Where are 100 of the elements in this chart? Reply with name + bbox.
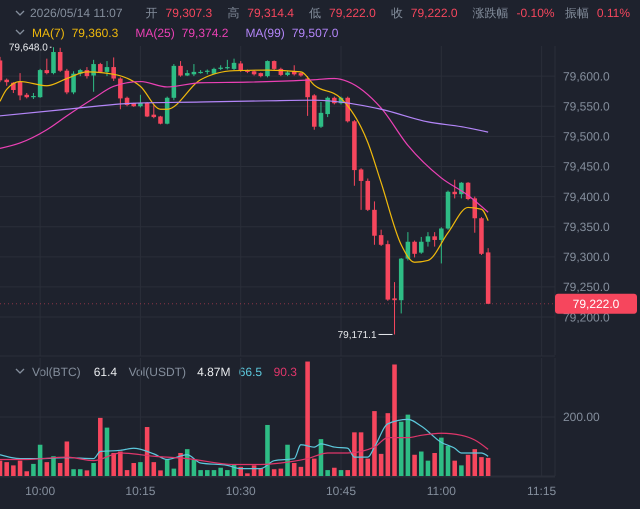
text: -0.10%: [516, 6, 555, 20]
bar: [172, 468, 176, 476]
candlestick: [439, 226, 444, 264]
annotation: 79,171.1: [338, 330, 377, 341]
candlestick: [91, 59, 96, 92]
candlestick: [225, 59, 230, 70]
bar: [285, 444, 290, 476]
bar: [4, 462, 9, 476]
bar: [31, 464, 36, 476]
candlestick: [426, 232, 430, 248]
bar: [91, 463, 96, 476]
bar: [312, 458, 317, 476]
candlestick: [71, 70, 76, 95]
candlestick: [152, 104, 156, 119]
bar: [479, 457, 484, 476]
bar: [446, 446, 450, 476]
text: 低: [309, 6, 322, 20]
bar: [338, 470, 344, 476]
text: 振幅: [564, 6, 589, 20]
y-tick-label: 79,600.0: [563, 69, 610, 84]
bar: [378, 454, 384, 476]
text: 79,374.2: [182, 26, 229, 40]
annotation: 4.87M: [197, 365, 230, 379]
bar: [98, 418, 103, 476]
text: MA(25): [135, 26, 175, 40]
bar: [278, 468, 284, 476]
bar: [418, 452, 424, 476]
candlestick: [358, 168, 364, 210]
candlestick: [466, 182, 470, 201]
bar: [24, 471, 30, 476]
candlestick: [392, 282, 397, 335]
bar: [412, 454, 417, 476]
bar: [111, 452, 116, 476]
bar: [358, 432, 364, 476]
y-tick-label: 79,200.0: [563, 310, 610, 324]
bar: [38, 444, 42, 476]
bar: [265, 424, 270, 476]
x-tick-label: 10:45: [326, 484, 356, 498]
x-tick-label: 10:15: [125, 484, 156, 498]
text: 79,307.3: [166, 6, 213, 20]
text: MA(99): [245, 26, 285, 40]
annotation: Vol(USDT): [128, 365, 186, 379]
bar: [152, 462, 156, 476]
annotation: 79,648.0: [8, 42, 48, 54]
bar: [58, 463, 62, 476]
bar: [432, 452, 437, 476]
text: 开: [146, 6, 158, 20]
bar: [84, 470, 90, 476]
bar: [124, 470, 130, 476]
bar: [131, 463, 136, 476]
bar: [352, 432, 357, 476]
bar: [325, 470, 330, 476]
bar: [366, 458, 370, 476]
text: 79,507.0: [292, 26, 339, 40]
x-tick-label: 10:00: [25, 484, 56, 498]
candlestick: [418, 236, 424, 254]
bar: [18, 460, 22, 476]
bar: [118, 452, 123, 476]
candlestick: [305, 76, 310, 116]
bar: [452, 460, 457, 476]
candlestick: [51, 46, 56, 75]
bar: [466, 454, 470, 476]
text: MA(7): [32, 26, 65, 40]
bar: [332, 468, 337, 476]
bar: [64, 441, 70, 476]
bar: [406, 414, 410, 476]
bar: [305, 362, 310, 476]
bar: [245, 473, 250, 476]
bar: [225, 470, 230, 476]
annotation: 90.3: [274, 365, 298, 379]
bar: [372, 411, 377, 476]
bar: [205, 470, 210, 476]
candlestick: [64, 68, 70, 95]
text: 高: [227, 6, 240, 20]
bar: [78, 469, 83, 476]
bar: [144, 427, 150, 476]
candlestick: [44, 58, 50, 75]
candlestick: [104, 60, 110, 77]
bar: [104, 428, 110, 476]
bar: [386, 413, 390, 476]
y-tick-label: 79,500.0: [563, 130, 610, 144]
annotation: 61.4: [94, 365, 118, 379]
ref-line-label: 79,222.0: [572, 297, 620, 311]
text: 79,314.4: [247, 6, 294, 20]
text: 79,222.0: [329, 6, 376, 20]
bar: [459, 465, 464, 476]
text: 收: [390, 6, 403, 20]
bar: [398, 422, 404, 476]
bar: [138, 462, 143, 476]
bar: [486, 458, 490, 476]
bar: [71, 469, 76, 476]
bar: [198, 470, 203, 476]
text: 79,360.3: [72, 26, 119, 40]
annotation: Vol(BTC): [32, 365, 81, 379]
bar: [212, 470, 216, 476]
bar: [392, 364, 397, 476]
bar: [192, 460, 196, 476]
bar: [426, 460, 430, 476]
line-series: [0, 78, 489, 213]
candlestick: [178, 60, 183, 78]
